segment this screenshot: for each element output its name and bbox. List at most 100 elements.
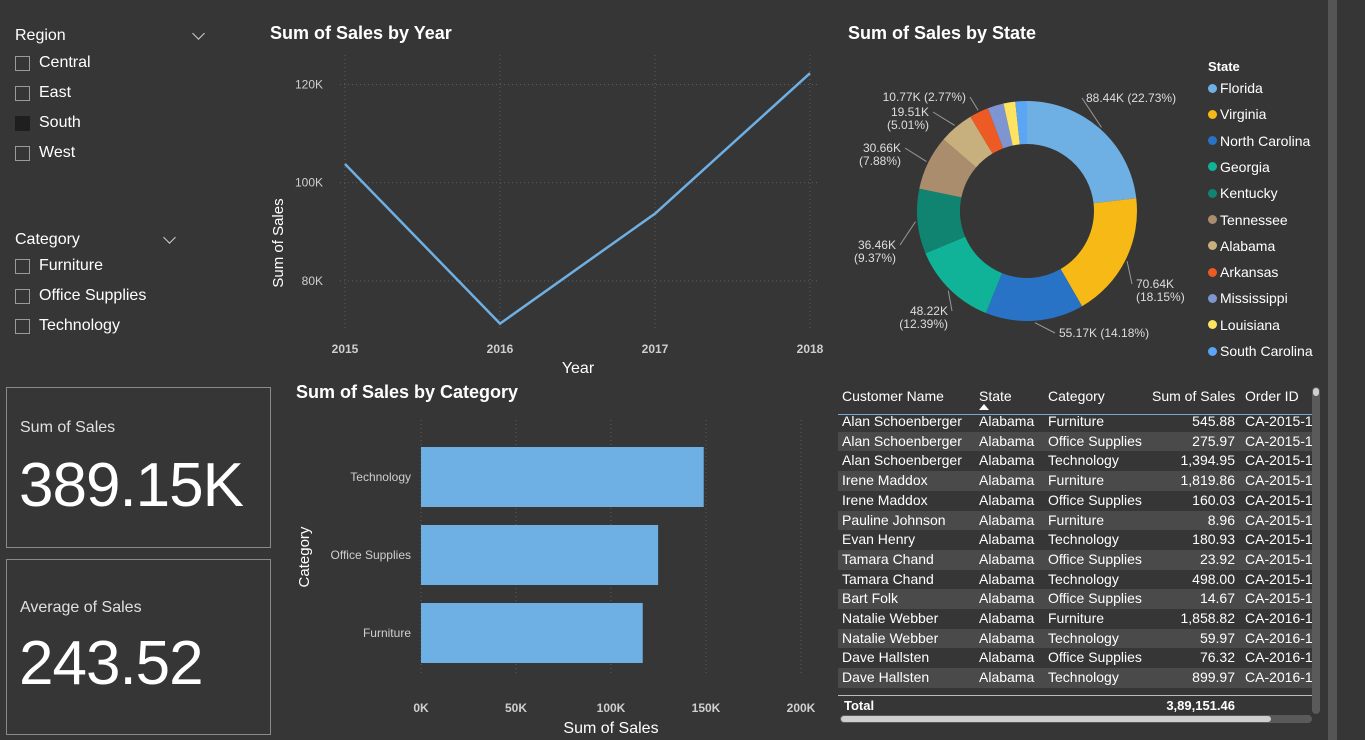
checkbox[interactable] (15, 115, 30, 131)
data-label: (9.37%) (854, 251, 896, 265)
legend-item[interactable]: Alabama (1208, 238, 1275, 254)
chevron-down-icon[interactable] (192, 27, 205, 40)
table-cell: Pauline Johnson (842, 511, 946, 528)
table-cell: Alabama (979, 590, 1035, 607)
table-row[interactable]: Tamara Chand Alabama Office Supplies 23.92 C… (838, 549, 1313, 570)
legend-item[interactable]: Virginia (1208, 106, 1266, 122)
legend-marker (1208, 293, 1217, 303)
table-cell: Furniture (1048, 413, 1105, 429)
slicer-option[interactable]: Technology (15, 317, 120, 335)
card-value: 243.52 (19, 629, 204, 698)
legend-item[interactable]: Arkansas (1208, 264, 1278, 280)
table-cell: 275.97 (1192, 432, 1235, 449)
data-label: (18.15%) (1136, 290, 1185, 304)
table-header: Customer Name State Category Sum of Sale… (838, 384, 1313, 415)
legend-item[interactable]: Kentucky (1208, 185, 1278, 201)
card-label: Sum of Sales (20, 419, 116, 436)
table-row[interactable]: Pauline Johnson Alabama Furniture 8.96 CA-20… (838, 510, 1313, 531)
table-row[interactable]: Natalie Webber Alabama Furniture 1,858.82 CA… (838, 609, 1313, 629)
total-value: 3,89,151.46 (1166, 698, 1235, 713)
checkbox[interactable] (15, 145, 30, 161)
legend-item[interactable]: South Carolina (1208, 343, 1313, 359)
table-cell: Dave Hallsten (842, 669, 930, 686)
vertical-scrollbar[interactable] (1312, 387, 1320, 714)
col-order-id[interactable]: Order ID (1245, 388, 1299, 404)
slicer-option-label: Central (39, 54, 91, 71)
table-row[interactable]: Dave Hallsten Alabama Technology 899.97 CA-2… (838, 668, 1313, 688)
table-row[interactable]: Dave Hallsten Alabama Office Supplies 76.32… (838, 648, 1313, 668)
donut-slice (943, 116, 993, 168)
table-cell: CA-2015-1 (1245, 472, 1313, 489)
line-chart: 80K 100K 120K 2015 2016 2017 2018 Sum of Sale… (270, 55, 824, 377)
scrollbar-thumb[interactable] (1313, 388, 1319, 396)
table-row[interactable]: Natalie Webber Alabama Technology 59.97 CA-2… (838, 628, 1313, 649)
slicer-option-label: East (39, 84, 72, 101)
horizontal-scrollbar[interactable] (840, 715, 1312, 723)
table-row[interactable]: Bart Folk Alabama Office Supplies 14.67 CA-2… (838, 589, 1313, 609)
col-category[interactable]: Category (1048, 388, 1105, 404)
x-tick-label: 2015 (332, 342, 359, 356)
slicer-option[interactable]: East (15, 84, 71, 102)
legend-item[interactable]: Florida (1208, 80, 1263, 96)
table-cell: CA-2015-1 (1245, 413, 1313, 429)
legend-item[interactable]: Tennessee (1208, 212, 1288, 228)
donut-chart-title: Sum of Sales by State (848, 23, 1037, 43)
slicer-option-label: Office Supplies (39, 287, 147, 304)
legend-marker (1208, 267, 1217, 277)
legend-marker (1208, 162, 1217, 172)
x-tick-label: 100K (597, 701, 626, 715)
table-cell: CA-2015-1 (1245, 491, 1313, 508)
card-label: Average of Sales (20, 599, 142, 616)
table-cell: Dave Hallsten (842, 649, 930, 666)
legend-label: Arkansas (1220, 264, 1279, 281)
checkbox[interactable] (15, 288, 30, 304)
slicer-option[interactable]: South (15, 114, 81, 132)
table-row[interactable]: Evan Henry Alabama Technology 180.93 CA-2015… (838, 530, 1313, 550)
table-cell: CA-2015-1 (1245, 570, 1313, 587)
checkbox[interactable] (15, 258, 30, 274)
table-row[interactable]: Alan Schoenberger Alabama Office Supplies 2… (838, 431, 1313, 452)
checkbox[interactable] (15, 85, 30, 101)
table-cell: CA-2015-1 (1245, 511, 1313, 528)
x-axis-label: Sum of Sales (563, 720, 658, 737)
slicer-option[interactable]: Central (15, 54, 91, 72)
sales-table: Customer Name State Category Sum of Sale… (838, 384, 1313, 714)
table-row[interactable]: Irene Maddox Alabama Furniture 1,819.86 CA-2… (838, 471, 1313, 491)
checkbox[interactable] (15, 318, 30, 334)
legend-marker (1208, 320, 1217, 330)
checkbox[interactable] (15, 55, 30, 71)
col-customer-name[interactable]: Customer Name (842, 388, 944, 404)
legend-item[interactable]: Georgia (1208, 159, 1270, 175)
data-label: (5.01%) (887, 118, 929, 132)
table-cell: Evan Henry (842, 531, 916, 548)
x-tick-label: 2018 (797, 342, 824, 356)
legend-label: Georgia (1220, 158, 1270, 175)
x-tick-label: 2017 (642, 342, 669, 356)
col-sum-of-sales[interactable]: Sum of Sales (1152, 388, 1236, 404)
table-cell: Alabama (979, 491, 1035, 508)
y-tick-label: 100K (295, 176, 323, 190)
table-cell: 498.00 (1192, 570, 1235, 587)
legend-item[interactable]: North Carolina (1208, 133, 1310, 149)
legend-marker (1208, 188, 1217, 198)
table-row[interactable]: Tamara Chand Alabama Technology 498.00 CA-20… (838, 570, 1313, 590)
table-cell: Irene Maddox (842, 491, 928, 508)
bar-chart: Technology Office Supplies Furniture 0K 50K… (296, 420, 816, 737)
donut-slice (1003, 101, 1020, 146)
slicer-option[interactable]: Office Supplies (15, 287, 146, 305)
col-state[interactable]: State (979, 388, 1012, 404)
chevron-down-icon[interactable] (163, 231, 176, 244)
table-cell: 8.96 (1207, 511, 1235, 528)
table-row[interactable]: Alan Schoenberger Alabama Furniture 545.88 C… (838, 412, 1313, 432)
table-row[interactable]: Alan Schoenberger Alabama Technology 1,394.… (838, 451, 1313, 471)
table-row[interactable]: Irene Maddox Alabama Office Supplies 160.03… (838, 491, 1313, 511)
legend-item[interactable]: Louisiana (1208, 317, 1280, 333)
slicer-option[interactable]: West (15, 144, 75, 162)
page-scrollbar[interactable] (1328, 0, 1337, 740)
slicer-option[interactable]: Furniture (15, 257, 103, 275)
bar (421, 603, 643, 663)
table-cell: CA-2015-1 (1245, 452, 1313, 469)
region-slicer-title: Region (15, 27, 66, 44)
legend-item[interactable]: Mississippi (1208, 290, 1288, 306)
scrollbar-thumb[interactable] (841, 716, 1271, 722)
